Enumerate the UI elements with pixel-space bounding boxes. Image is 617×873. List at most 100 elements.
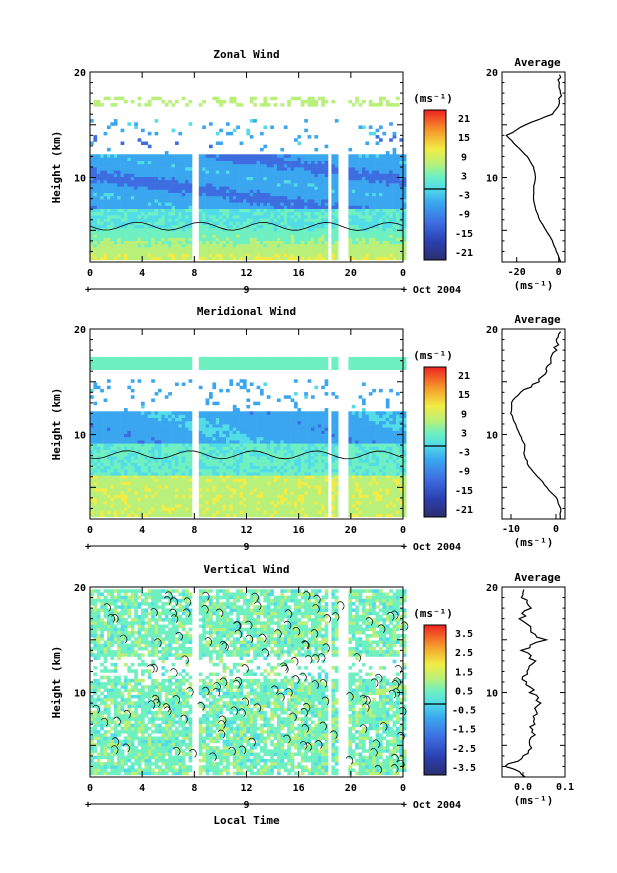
x-tick-label: 12 bbox=[240, 525, 252, 536]
x-tick-label: 8 bbox=[191, 525, 197, 536]
date-label: Oct 2004 bbox=[413, 800, 461, 811]
colorbar-tick-label: 0.5 bbox=[455, 686, 473, 697]
colorbar-tick-label: -21 bbox=[455, 248, 473, 259]
day-label: 9 bbox=[243, 800, 249, 811]
contour-line bbox=[89, 450, 404, 460]
average-y-tick-label: 20 bbox=[486, 583, 498, 594]
y-tick-label: 20 bbox=[74, 325, 86, 336]
day-label: 9 bbox=[243, 542, 249, 553]
panel-title: Meridional Wind bbox=[197, 305, 296, 318]
x-tick-label: 12 bbox=[240, 268, 252, 279]
colorbar-tick-label: -3 bbox=[458, 191, 470, 202]
colorbar-tick-label: -2.5 bbox=[452, 744, 476, 755]
average-x-axis-label: (ms⁻¹) bbox=[514, 536, 554, 549]
x-tick-label: 16 bbox=[293, 525, 305, 536]
contour-line bbox=[89, 221, 404, 231]
x-axis-label: Local Time bbox=[213, 814, 280, 827]
colorbar-tick-label: 3 bbox=[461, 428, 467, 439]
average-profile-line bbox=[505, 74, 563, 263]
average-x-tick-label: 0.0 bbox=[514, 782, 532, 793]
colorbar-tick-label: 9 bbox=[461, 409, 467, 420]
average-y-tick-label: 20 bbox=[486, 68, 498, 79]
average-frame bbox=[501, 328, 566, 520]
colorbar-tick-label: 9 bbox=[461, 152, 467, 163]
x-tick-label: 4 bbox=[139, 268, 145, 279]
average-y-tick-label: 20 bbox=[486, 325, 498, 336]
y-tick-label: 10 bbox=[74, 174, 86, 185]
x-tick-label: 16 bbox=[293, 783, 305, 794]
y-tick-label: 20 bbox=[74, 583, 86, 594]
colorbar-tick-label: -1.5 bbox=[452, 725, 476, 736]
colorbar-tick-label: -3.5 bbox=[452, 763, 476, 774]
average-profile-line bbox=[510, 331, 562, 520]
average-y-tick-label: 10 bbox=[486, 431, 498, 442]
average-title: Average bbox=[514, 56, 561, 69]
y-tick-label: 20 bbox=[74, 68, 86, 79]
x-tick-label: 8 bbox=[191, 783, 197, 794]
colorbar-tick-label: 3 bbox=[461, 171, 467, 182]
average-title: Average bbox=[514, 571, 561, 584]
x-tick-label: 0 bbox=[400, 525, 406, 536]
average-title: Average bbox=[514, 313, 561, 326]
panel-2: Meridional Wind 0 4 8 12 16 20 0 20 10 Height (km)… bbox=[50, 305, 566, 553]
heatmap-field bbox=[89, 356, 407, 518]
svg-text:+: + bbox=[401, 285, 407, 296]
y-tick-label: 10 bbox=[74, 431, 86, 442]
average-x-tick-label: 0 bbox=[553, 524, 559, 535]
average-x-tick-label: -10 bbox=[502, 524, 520, 535]
colorbar-tick-label: 21 bbox=[458, 371, 470, 382]
colorbar-tick-label: 1.5 bbox=[455, 667, 473, 678]
units-label: (ms⁻¹) bbox=[413, 92, 453, 105]
x-tick-label: 20 bbox=[345, 268, 357, 279]
x-tick-label: 4 bbox=[139, 783, 145, 794]
panel-title: Zonal Wind bbox=[213, 48, 279, 61]
colorbar-tick-label: -21 bbox=[455, 505, 473, 516]
average-profile-line bbox=[503, 589, 549, 778]
x-tick-label: 20 bbox=[345, 783, 357, 794]
colorbar-tick-label: 3.5 bbox=[455, 629, 473, 640]
colorbar-tick-label: -9 bbox=[458, 467, 470, 478]
colorbar-tick-label: 21 bbox=[458, 114, 470, 125]
date-label: Oct 2004 bbox=[413, 285, 461, 296]
x-tick-label: 0 bbox=[400, 783, 406, 794]
heatmap-field bbox=[90, 589, 409, 776]
colorbar bbox=[423, 366, 447, 518]
colorbar-tick-label: -15 bbox=[455, 486, 473, 497]
colorbar bbox=[423, 624, 447, 776]
colorbar-tick-label: -0.5 bbox=[452, 706, 476, 717]
day-label: 9 bbox=[243, 285, 249, 296]
x-tick-label: 16 bbox=[293, 268, 305, 279]
x-tick-label: 4 bbox=[139, 525, 145, 536]
x-tick-label: 0 bbox=[87, 525, 93, 536]
x-tick-label: 8 bbox=[191, 268, 197, 279]
colorbar-tick-label: 15 bbox=[458, 133, 470, 144]
colorbar-tick-label: -3 bbox=[458, 448, 470, 459]
x-tick-label: 20 bbox=[345, 525, 357, 536]
x-tick-label: 0 bbox=[87, 783, 93, 794]
panel-title: Vertical Wind bbox=[203, 563, 289, 576]
colorbar-tick-label: -9 bbox=[458, 210, 470, 221]
heatmap-field bbox=[89, 96, 407, 261]
x-tick-label: 0 bbox=[87, 268, 93, 279]
average-x-tick-label: 0 bbox=[556, 267, 562, 278]
y-axis-label: Height (km) bbox=[50, 131, 63, 204]
colorbar-tick-label: 15 bbox=[458, 390, 470, 401]
average-y-tick-label: 10 bbox=[486, 689, 498, 700]
x-tick-label: 12 bbox=[240, 783, 252, 794]
x-tick-label: 0 bbox=[400, 268, 406, 279]
colorbar bbox=[423, 109, 447, 261]
average-x-axis-label: (ms⁻¹) bbox=[514, 279, 554, 292]
average-x-tick-label: -20 bbox=[508, 267, 526, 278]
units-label: (ms⁻¹) bbox=[413, 349, 453, 362]
average-y-tick-label: 10 bbox=[486, 174, 498, 185]
panel-1: Zonal Wind 0 4 8 12 16 20 0 20 10 Height (km) + +9 Oc… bbox=[50, 48, 566, 296]
units-label: (ms⁻¹) bbox=[413, 607, 453, 620]
y-axis-label: Height (km) bbox=[50, 388, 63, 461]
y-tick-label: 10 bbox=[74, 689, 86, 700]
date-label: Oct 2004 bbox=[413, 542, 461, 553]
colorbar-tick-label: -15 bbox=[455, 229, 473, 240]
colorbar-tick-label: 2.5 bbox=[455, 648, 473, 659]
average-x-tick-label: 0.1 bbox=[556, 782, 574, 793]
